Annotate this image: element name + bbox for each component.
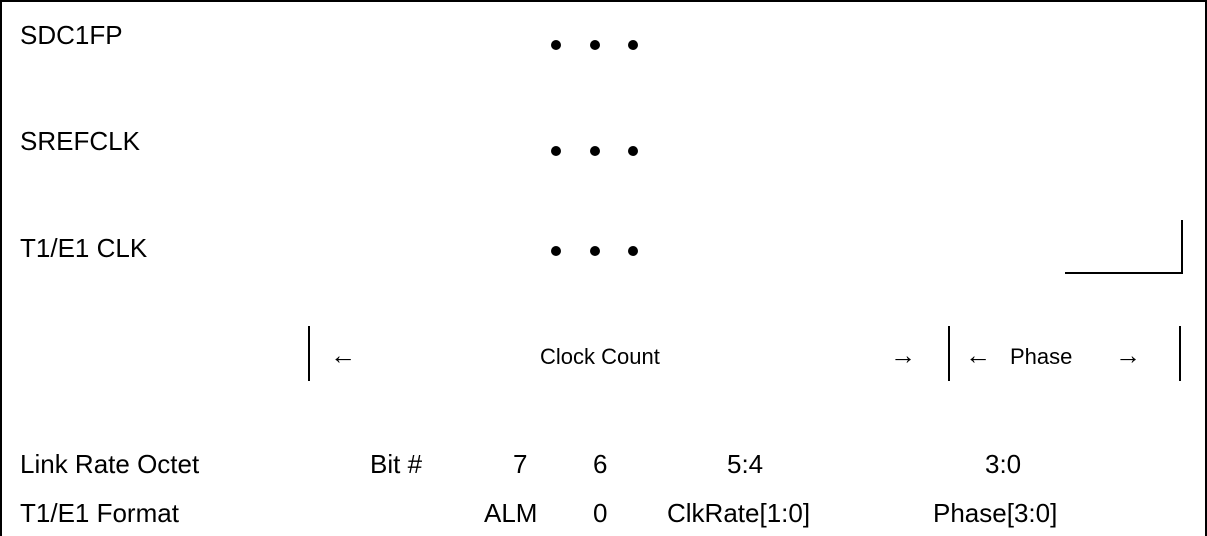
format-cell-zero: 0 [593, 498, 608, 528]
bit-cell-6: 6 [593, 449, 608, 479]
bit-cell-3-0: 3:0 [985, 449, 1022, 479]
right-arrow-icon: → [1115, 340, 1141, 370]
signal-label-sdc1fp: SDC1FP [20, 20, 123, 50]
format-cell-alm: ALM [484, 498, 538, 528]
right-arrow-icon: → [890, 340, 916, 370]
bit-cell-5-4: 5:4 [727, 449, 764, 479]
signal-label-t1e1-clk: T1/E1 CLK [20, 233, 148, 263]
field-divider-marker [948, 326, 950, 381]
waveform-low-segment [1065, 272, 1183, 274]
row-label-link-rate-octet: Link Rate Octet [20, 449, 200, 479]
waveform-edge [1181, 220, 1183, 274]
bit-cell-7: 7 [513, 449, 528, 479]
format-cell-phase: Phase[3:0] [933, 498, 1058, 528]
row-label-t1e1-format: T1/E1 Format [20, 498, 179, 528]
left-arrow-icon: ← [965, 340, 991, 370]
left-arrow-icon: ← [330, 340, 356, 370]
bit-number-label: Bit # [370, 449, 423, 479]
clock-count-left-marker [308, 326, 310, 381]
phase-right-marker [1179, 326, 1181, 381]
clock-count-label: Clock Count [540, 344, 660, 369]
phase-label: Phase [1010, 344, 1073, 369]
signal-label-srefclk: SREFCLK [20, 126, 140, 156]
format-cell-clkrate: ClkRate[1:0] [667, 498, 811, 528]
